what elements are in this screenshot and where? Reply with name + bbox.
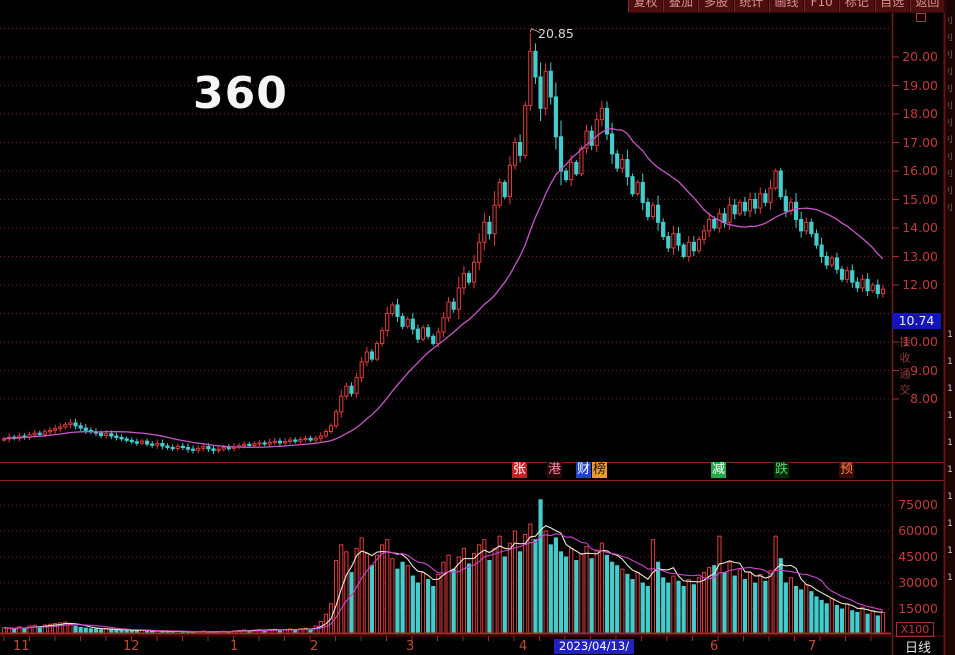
volume-axis-label: 15000 <box>898 601 938 616</box>
volume-unit-label: X100 <box>896 622 934 637</box>
toolbar-button-F10[interactable]: F10 <box>804 0 840 12</box>
price-axis-label: 10.00 <box>902 334 938 349</box>
right-edge-digit-column: 1111111111 <box>945 330 955 600</box>
month-label-11: 11 <box>13 639 30 654</box>
event-tag-减[interactable]: 减 <box>711 462 727 478</box>
month-label-2: 2 <box>310 639 319 654</box>
price-axis-label: 9.00 <box>910 362 938 378</box>
toolbar-button-多股[interactable]: 多股 <box>698 0 734 12</box>
month-label-3: 3 <box>406 639 415 654</box>
event-tag-跌[interactable]: 跌 <box>774 462 790 478</box>
peak-price-annotation: 20.85 <box>538 26 574 41</box>
axis-watermark-text: 接收通交 <box>898 336 911 400</box>
event-tag-财[interactable]: 财 <box>576 462 592 478</box>
event-tag-榜[interactable]: 榜 <box>592 462 608 478</box>
top-toolbar: 复权 叠加 多股 统计 画线 F10 标记 自选 返回 <box>628 0 945 13</box>
price-axis-label: 18.00 <box>902 106 938 121</box>
event-tag-预[interactable]: 预 <box>839 462 855 478</box>
price-axis-label: 12.00 <box>902 277 938 292</box>
price-axis-label: 13.00 <box>902 248 938 264</box>
volume-axis-label: 30000 <box>898 575 938 590</box>
cursor-date-label[interactable]: 2023/04/13/四 <box>554 639 634 655</box>
toolbar-button-复权[interactable]: 复权 <box>628 0 664 12</box>
toolbar-button-返回[interactable]: 返回 <box>909 0 945 12</box>
period-label[interactable]: 日线 <box>905 641 932 655</box>
volume-axis-label: 75000 <box>898 497 938 512</box>
stock-title: 360 <box>193 68 288 119</box>
toolbar-button-画线[interactable]: 画线 <box>768 0 805 12</box>
price-axis-label: 8.00 <box>910 391 938 406</box>
window-mini-icon[interactable] <box>916 13 926 22</box>
toolbar-button-自选[interactable]: 自选 <box>874 0 910 12</box>
price-axis-label: 20.00 <box>902 49 938 64</box>
event-tag-张[interactable]: 张 <box>512 462 528 478</box>
toolbar-button-叠加[interactable]: 叠加 <box>663 0 699 12</box>
right-edge-glyph-column: 刂刂刂刂刂刂刂刂刂刂刂刂 <box>944 16 953 220</box>
month-label-12: 12 <box>123 639 140 654</box>
toolbar-button-标记[interactable]: 标记 <box>839 0 875 12</box>
price-axis-label: 16.00 <box>902 163 938 178</box>
price-axis-label: 17.00 <box>902 134 938 150</box>
month-label-7: 7 <box>808 639 817 654</box>
month-label-1: 1 <box>230 639 239 654</box>
event-tag-港[interactable]: 港 <box>547 462 563 478</box>
volume-axis-label: 60000 <box>898 523 938 538</box>
last-price-tag: 10.74 <box>892 313 941 329</box>
price-axis-label: 14.00 <box>902 220 938 235</box>
month-label-4: 4 <box>519 639 528 654</box>
right-edge-panel <box>946 0 955 655</box>
volume-axis-label: 45000 <box>898 549 938 564</box>
price-axis-label: 19.00 <box>902 77 938 93</box>
toolbar-button-统计[interactable]: 统计 <box>733 0 769 12</box>
price-axis-label: 15.00 <box>902 191 938 207</box>
month-label-6: 6 <box>710 639 719 654</box>
